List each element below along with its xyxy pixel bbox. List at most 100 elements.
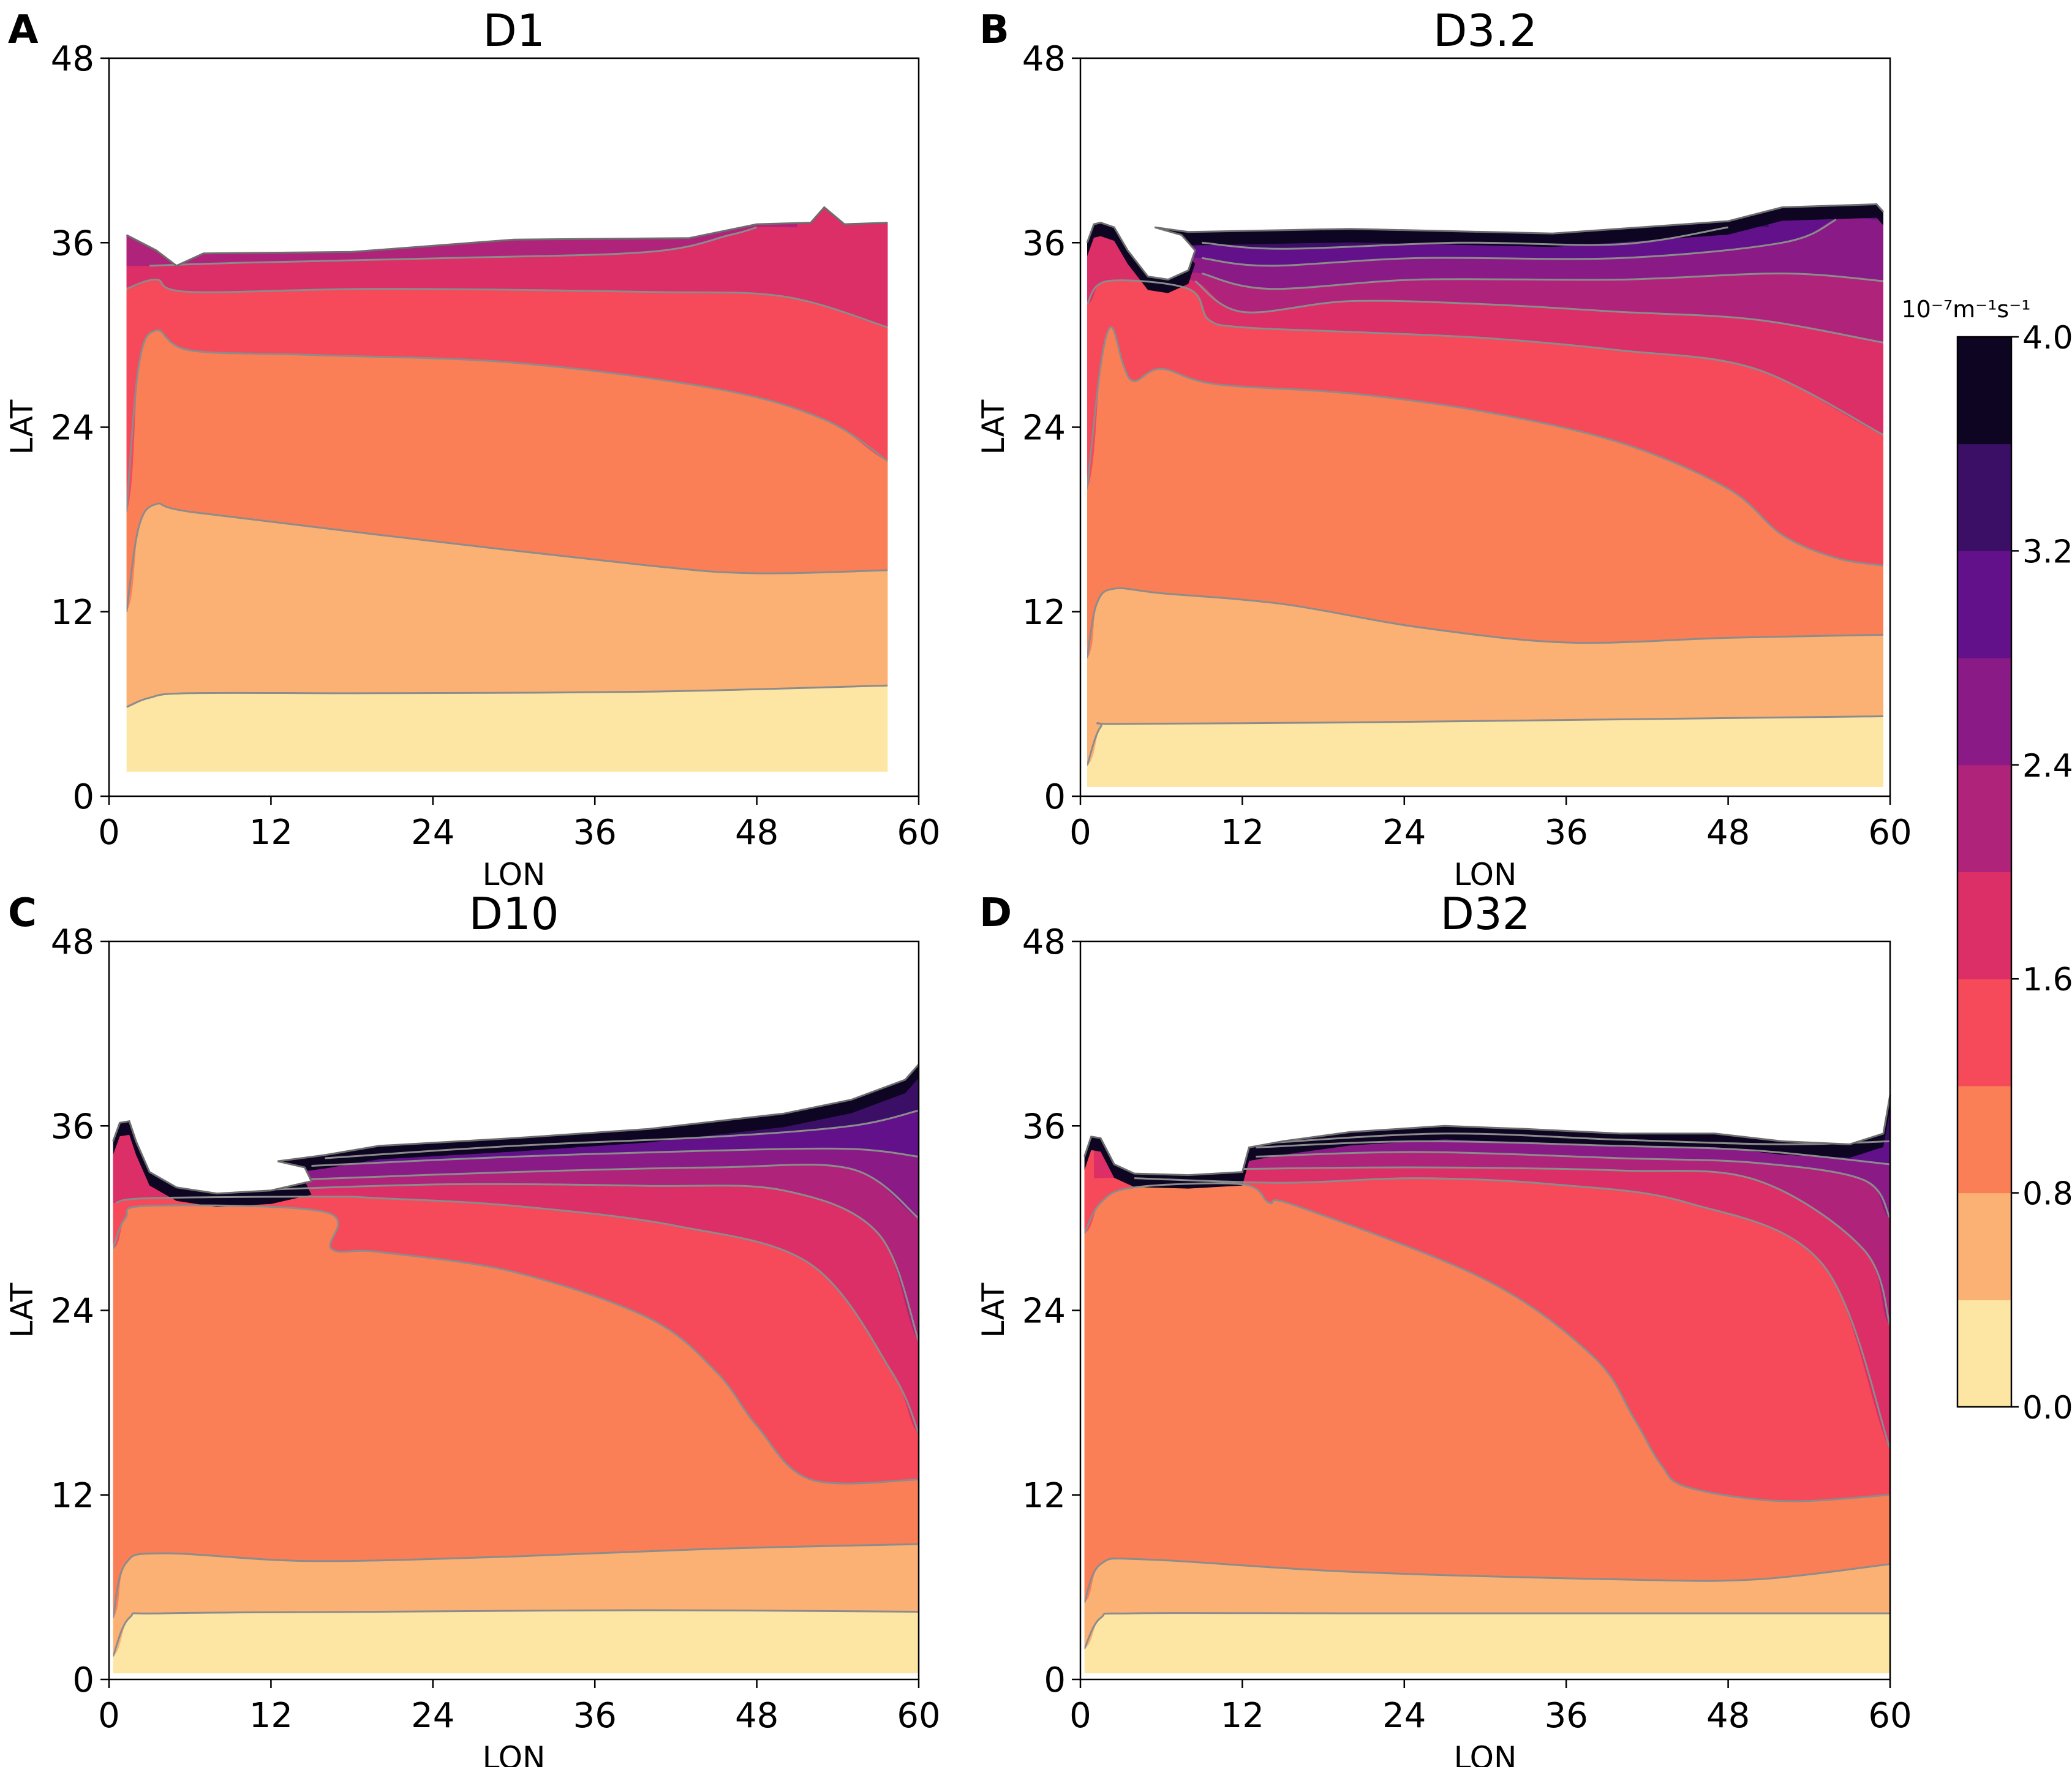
contour-lines bbox=[113, 1109, 919, 1657]
contour-line-3.2 bbox=[1269, 1132, 1890, 1145]
x-tick-label: 12 bbox=[1221, 1696, 1264, 1736]
contour-lines bbox=[126, 226, 888, 708]
y-axis-label: LAT bbox=[4, 1283, 40, 1338]
y-tick-label: 12 bbox=[1022, 1476, 1066, 1516]
x-axis-label: LON bbox=[483, 1740, 546, 1767]
x-tick-label: 48 bbox=[735, 1696, 778, 1736]
colorbar-tick-label: 0.8 bbox=[2022, 1176, 2072, 1213]
band-8 bbox=[284, 1064, 919, 1159]
coastline bbox=[1086, 203, 1885, 281]
x-axis-label: LON bbox=[483, 857, 546, 892]
panels: 0 12 24 36 48 60 0 12 24 36 48 LON LAT D1 A 0 12 24 36 48 60… bbox=[4, 5, 1912, 1767]
x-tick-label: 48 bbox=[1706, 1696, 1750, 1736]
x-axis-label: LON bbox=[1454, 857, 1517, 892]
band-8 bbox=[1229, 1095, 1890, 1145]
colorbar-swatch-8 bbox=[1957, 443, 2011, 551]
y-tick-label: 24 bbox=[51, 1292, 94, 1332]
contour-line-0.4 bbox=[113, 1609, 919, 1657]
x-tick-label: 36 bbox=[573, 813, 617, 853]
y-tick-label: 0 bbox=[72, 777, 94, 817]
contour-line-2 bbox=[1194, 280, 1883, 344]
x-tick-label: 60 bbox=[1868, 1696, 1912, 1736]
x-tick-label: 0 bbox=[1069, 813, 1091, 853]
y-tick-label: 48 bbox=[1022, 39, 1066, 79]
panel-title: D1 bbox=[483, 5, 544, 56]
colorbar-swatch-4 bbox=[1957, 872, 2011, 979]
contour-line-1.2 bbox=[1087, 326, 1883, 567]
panel-letter: A bbox=[8, 7, 39, 53]
colorbar-swatch-6 bbox=[1957, 658, 2011, 766]
y-tick-label: 36 bbox=[51, 224, 94, 263]
x-tick-label: 48 bbox=[1706, 813, 1750, 853]
y-tick-label: 24 bbox=[1022, 1292, 1066, 1332]
colorbar-swatch-0 bbox=[1957, 1300, 2011, 1407]
y-tick-label: 0 bbox=[72, 1660, 94, 1700]
contour-line-0.8 bbox=[1084, 1558, 1890, 1603]
band-5 bbox=[126, 207, 797, 266]
y-tick-label: 36 bbox=[51, 1107, 94, 1147]
colorbar-frame bbox=[1956, 336, 2013, 1408]
contour-line-1.6 bbox=[1134, 1177, 1890, 1449]
x-tick-label: 60 bbox=[897, 1696, 940, 1736]
colorbar: 0.0 0.8 1.6 2.4 3.2 4.010⁻⁷m⁻¹s⁻¹ bbox=[1901, 296, 2072, 1426]
colorbar-tick-label: 1.6 bbox=[2022, 962, 2072, 998]
contour-bands bbox=[1087, 204, 1883, 787]
contour-line-1.6 bbox=[1087, 279, 1883, 436]
colorbar-tick-label: 0.0 bbox=[2022, 1390, 2072, 1426]
band-7 bbox=[271, 1064, 919, 1167]
x-tick-label: 36 bbox=[1545, 813, 1588, 853]
coastline bbox=[1083, 1094, 1891, 1177]
x-tick-label: 0 bbox=[98, 1696, 120, 1736]
contour-line-2.4 bbox=[298, 1163, 919, 1219]
panel-letter: D bbox=[979, 891, 1012, 936]
panel-a: 0 12 24 36 48 60 0 12 24 36 48 LON LAT D1 A bbox=[4, 5, 941, 892]
colorbar-title: 10⁻⁷m⁻¹s⁻¹ bbox=[1901, 296, 2030, 323]
contour-line-2.4 bbox=[1256, 1151, 1890, 1219]
panel-letter: C bbox=[8, 891, 37, 936]
y-tick-label: 36 bbox=[1022, 1107, 1066, 1147]
coastline bbox=[126, 206, 888, 267]
contour-line-3.2 bbox=[1202, 226, 1728, 250]
panel-c: 0 12 24 36 48 60 0 12 24 36 48 LON LAT D10 C bbox=[4, 888, 941, 1767]
x-tick-label: 24 bbox=[411, 1696, 454, 1736]
contour-line-1.2 bbox=[1084, 1182, 1890, 1502]
band-5 bbox=[1155, 204, 1883, 345]
y-tick-label: 12 bbox=[1022, 593, 1066, 633]
colorbar-swatch-3 bbox=[1957, 979, 2011, 1087]
colorbar-swatch-5 bbox=[1957, 764, 2011, 872]
panel-title: D3.2 bbox=[1433, 5, 1537, 56]
contour-line-1.2 bbox=[113, 1204, 919, 1485]
x-tick-label: 12 bbox=[249, 1696, 293, 1736]
contour-line-1.6 bbox=[115, 1196, 919, 1434]
x-tick-label: 60 bbox=[897, 813, 940, 853]
contour-line-0.4 bbox=[1087, 715, 1883, 766]
x-tick-label: 24 bbox=[411, 813, 454, 853]
contour-line-0.8 bbox=[126, 502, 888, 612]
contour-line-2.8 bbox=[311, 1147, 919, 1167]
contour-lines bbox=[1084, 1132, 1890, 1649]
contour-lines bbox=[1087, 219, 1883, 766]
panel-title: D10 bbox=[469, 888, 559, 940]
x-tick-label: 36 bbox=[1545, 1696, 1588, 1736]
panel-letter: B bbox=[979, 7, 1009, 53]
y-tick-label: 0 bbox=[1044, 1660, 1066, 1700]
y-axis-label: LAT bbox=[976, 1283, 1011, 1338]
contour-line-1.6 bbox=[126, 278, 888, 328]
y-tick-label: 48 bbox=[51, 922, 94, 962]
x-tick-label: 0 bbox=[98, 813, 120, 853]
panel-d: 0 12 24 36 48 60 0 12 24 36 48 LON LAT D32 D bbox=[976, 888, 1912, 1767]
y-tick-label: 12 bbox=[51, 593, 94, 633]
contour-line-0.4 bbox=[1084, 1612, 1890, 1649]
band-7 bbox=[1215, 1095, 1890, 1166]
y-tick-label: 48 bbox=[51, 39, 94, 79]
y-axis-label: LAT bbox=[976, 399, 1011, 454]
contour-line-2 bbox=[149, 226, 758, 267]
x-tick-label: 48 bbox=[735, 813, 778, 853]
x-tick-label: 24 bbox=[1382, 813, 1426, 853]
panel-b: 0 12 24 36 48 60 0 12 24 36 48 LON LAT D3.2 B bbox=[976, 5, 1912, 892]
y-tick-label: 36 bbox=[1022, 224, 1066, 263]
colorbar-swatch-1 bbox=[1957, 1192, 2011, 1300]
contour-line-0.4 bbox=[126, 684, 888, 708]
contour-line-0.8 bbox=[1087, 587, 1883, 658]
